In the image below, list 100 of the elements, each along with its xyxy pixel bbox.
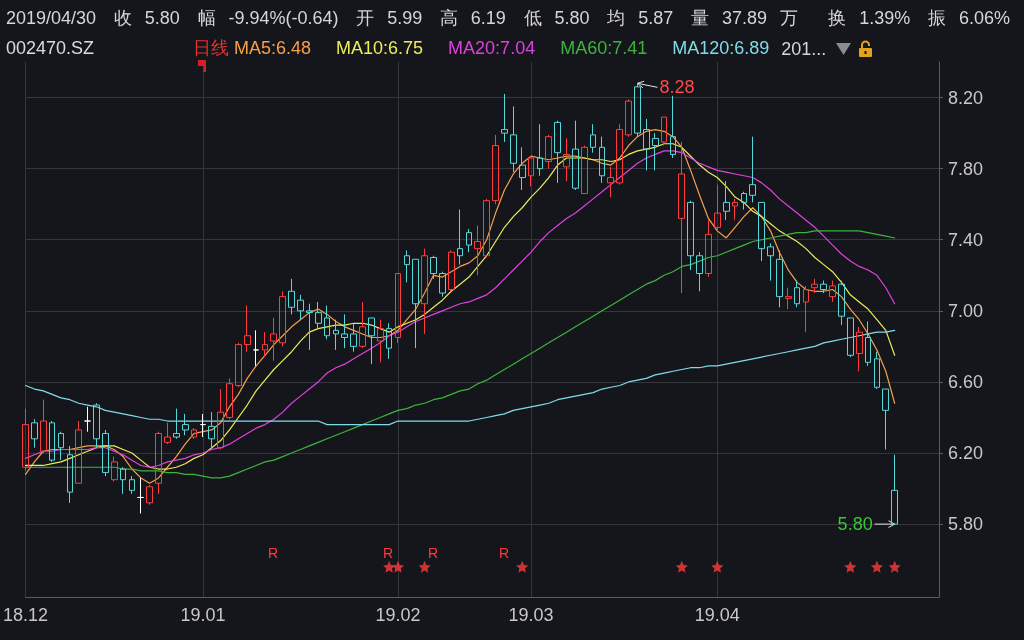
candlestick bbox=[111, 456, 118, 482]
candlestick bbox=[421, 248, 428, 335]
y-tick-label: 7.00 bbox=[948, 300, 984, 321]
candlestick bbox=[404, 249, 410, 283]
candlestick bbox=[270, 317, 277, 362]
candlestick bbox=[528, 155, 534, 187]
text: MA20:7.04 bbox=[448, 38, 536, 58]
candlestick bbox=[368, 317, 375, 365]
candlestick bbox=[430, 255, 437, 280]
candlestick bbox=[874, 351, 880, 390]
candlestick bbox=[581, 145, 588, 195]
candlestick bbox=[776, 249, 783, 308]
candlestick bbox=[102, 429, 109, 477]
candlestick bbox=[164, 422, 171, 445]
candlestick bbox=[75, 420, 82, 484]
candlestick bbox=[226, 377, 233, 420]
candlestick bbox=[652, 132, 659, 171]
x-tick-label: 19.01 bbox=[180, 605, 226, 625]
candlestick bbox=[412, 258, 419, 349]
candlestick bbox=[758, 201, 765, 262]
candlestick bbox=[634, 82, 641, 138]
candlestick bbox=[22, 408, 29, 472]
candlestick bbox=[705, 219, 712, 278]
annotation: R bbox=[382, 545, 394, 561]
text: 201... bbox=[781, 39, 827, 59]
annotation: R bbox=[427, 545, 439, 561]
candlestick bbox=[670, 95, 676, 159]
candlestick bbox=[563, 137, 570, 182]
candlestick bbox=[678, 141, 685, 294]
y-tick-label: 8.20 bbox=[948, 87, 984, 108]
annotation: R bbox=[498, 545, 510, 561]
candlestick bbox=[40, 399, 47, 454]
candlestick bbox=[847, 317, 854, 358]
candlestick bbox=[474, 225, 481, 276]
candlestick bbox=[554, 120, 561, 184]
candlestick bbox=[146, 484, 153, 506]
y-tick-label: 6.60 bbox=[948, 371, 984, 392]
candlestick bbox=[882, 388, 889, 450]
candlestick bbox=[749, 136, 756, 203]
candlestick bbox=[794, 280, 800, 308]
candlestick bbox=[457, 209, 463, 266]
y-tick-label: 6.20 bbox=[948, 443, 984, 464]
text: MA60:7.41 bbox=[560, 38, 648, 58]
candlestick bbox=[767, 242, 774, 282]
candlestick bbox=[537, 123, 543, 177]
candlestick bbox=[395, 273, 401, 344]
candlestick bbox=[306, 303, 313, 351]
candlestick bbox=[714, 184, 721, 232]
candlestick bbox=[253, 329, 259, 367]
candlestick bbox=[696, 251, 703, 292]
candlestick bbox=[439, 271, 446, 298]
candlestick bbox=[333, 319, 339, 351]
candlestick bbox=[137, 477, 144, 514]
candlestick bbox=[341, 313, 348, 349]
candlestick bbox=[315, 301, 322, 330]
candlestick bbox=[661, 116, 667, 147]
candlestick bbox=[625, 98, 632, 138]
candlestick bbox=[856, 326, 863, 372]
candlestick bbox=[590, 123, 596, 154]
candlestick bbox=[31, 418, 38, 449]
text: MA5:6.48 bbox=[234, 38, 312, 58]
candlestick bbox=[829, 280, 836, 303]
candlestick bbox=[84, 406, 91, 433]
y-tick-label: 7.80 bbox=[948, 158, 984, 179]
candlestick bbox=[182, 413, 189, 436]
candlestick bbox=[288, 278, 295, 315]
annotation: R bbox=[267, 545, 279, 561]
candlestick bbox=[891, 454, 898, 525]
candlestick bbox=[67, 445, 73, 504]
candlestick bbox=[643, 118, 650, 171]
chart-subtitle: 002470.SZ bbox=[6, 38, 95, 58]
candlestick bbox=[262, 331, 268, 358]
text: 8.28 bbox=[659, 77, 695, 98]
candlestick bbox=[350, 322, 357, 353]
candlestick bbox=[93, 402, 100, 449]
candlestick bbox=[687, 200, 694, 271]
x-tick-label: 18.12 bbox=[3, 605, 49, 625]
candlestick bbox=[235, 342, 242, 388]
candlestick bbox=[279, 290, 286, 347]
candlestick bbox=[120, 466, 126, 495]
candlestick bbox=[572, 120, 579, 191]
candlestick bbox=[723, 180, 730, 221]
candlestick bbox=[217, 388, 224, 450]
candlestick bbox=[324, 305, 330, 340]
candlestick bbox=[377, 319, 384, 363]
candlestick bbox=[785, 287, 792, 310]
candlestick bbox=[244, 305, 251, 353]
candlestick bbox=[519, 146, 526, 191]
candlestick bbox=[483, 198, 490, 259]
candlestick bbox=[838, 280, 845, 326]
candlestick bbox=[492, 134, 499, 205]
legend-title: 日线 bbox=[193, 38, 229, 58]
candlestick bbox=[545, 134, 552, 170]
candlestick bbox=[607, 166, 614, 198]
candlestick bbox=[803, 285, 809, 333]
candlestick bbox=[820, 280, 827, 294]
y-tick-label: 7.40 bbox=[948, 229, 984, 250]
text: MA120:6.89 bbox=[672, 38, 770, 58]
candlestick bbox=[732, 198, 738, 221]
line-series bbox=[24, 329, 896, 426]
